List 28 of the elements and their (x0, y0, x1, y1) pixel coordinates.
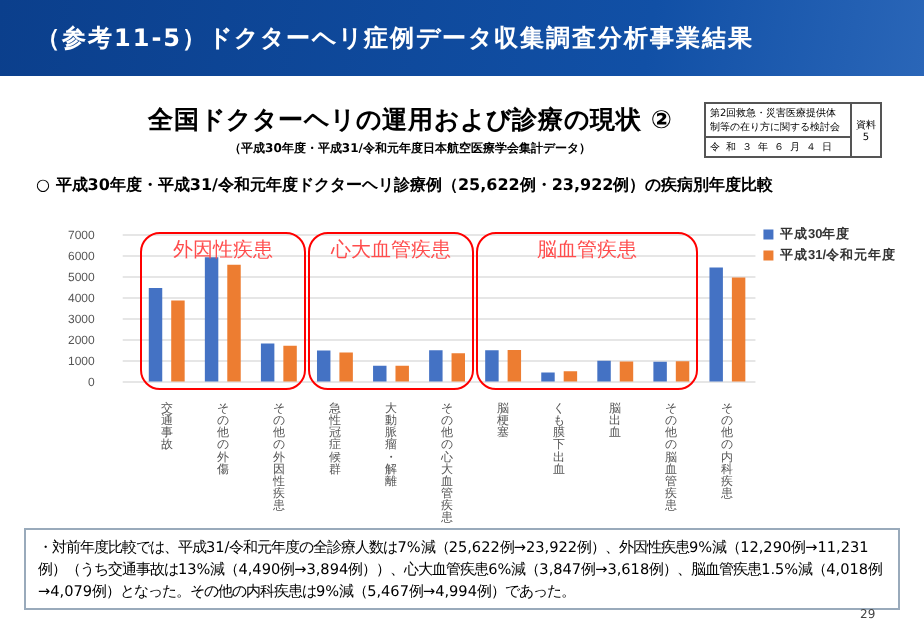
bar (731, 277, 746, 382)
bar (451, 353, 465, 382)
bar (283, 345, 297, 382)
bar (597, 360, 611, 382)
text: ○ 平成30年度・平成31/令和元年度ドクターヘリ診療例（25,622例・23,922例）の疾病別年度比較 (36, 174, 774, 196)
bar (316, 350, 331, 382)
bar (709, 267, 723, 382)
bar (563, 371, 578, 382)
bar (675, 361, 690, 382)
annotation: 脳血管疾患 (535, 237, 640, 264)
text: （参考11-5）ドクターヘリ症例データ収集調査分析事業結果 (0, 0, 924, 76)
bar (227, 264, 241, 382)
bar (204, 257, 219, 382)
bar (507, 350, 522, 382)
bar (339, 352, 353, 382)
bar (373, 365, 387, 382)
bar (260, 343, 275, 382)
bar (395, 365, 409, 382)
annotation: 心大血管疾患 (328, 237, 453, 264)
bar (541, 372, 555, 382)
bar (653, 361, 667, 382)
bar (171, 300, 185, 382)
chart-title: 全国ドクターヘリの運用および診療の現状 ② (146, 104, 674, 138)
bar (148, 288, 163, 382)
bar (485, 350, 499, 382)
bar (429, 350, 443, 382)
bar (619, 361, 634, 382)
annotation: 外因性疾患 (170, 237, 275, 264)
